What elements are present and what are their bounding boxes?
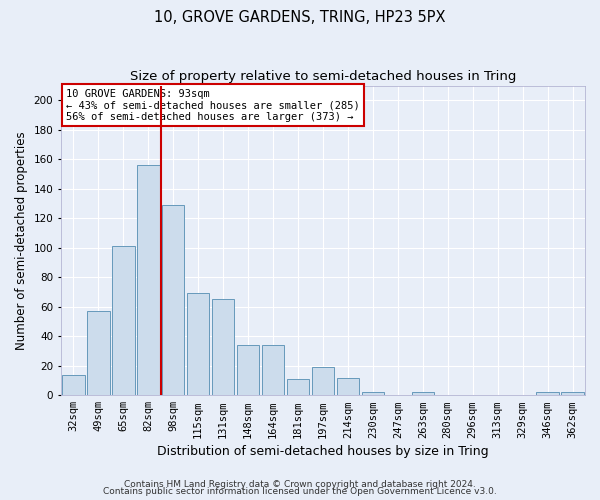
X-axis label: Distribution of semi-detached houses by size in Tring: Distribution of semi-detached houses by … <box>157 444 489 458</box>
Text: 10 GROVE GARDENS: 93sqm
← 43% of semi-detached houses are smaller (285)
56% of s: 10 GROVE GARDENS: 93sqm ← 43% of semi-de… <box>66 88 360 122</box>
Text: Contains public sector information licensed under the Open Government Licence v3: Contains public sector information licen… <box>103 487 497 496</box>
Bar <box>312 367 334 395</box>
Bar <box>62 374 85 395</box>
Bar <box>212 300 235 395</box>
Bar <box>362 392 384 395</box>
Bar <box>561 392 584 395</box>
Bar <box>162 205 184 395</box>
Bar <box>337 378 359 395</box>
Bar <box>262 345 284 395</box>
Text: Contains HM Land Registry data © Crown copyright and database right 2024.: Contains HM Land Registry data © Crown c… <box>124 480 476 489</box>
Bar <box>112 246 134 395</box>
Bar <box>237 345 259 395</box>
Bar <box>187 294 209 395</box>
Bar <box>412 392 434 395</box>
Bar <box>287 379 309 395</box>
Title: Size of property relative to semi-detached houses in Tring: Size of property relative to semi-detach… <box>130 70 516 83</box>
Y-axis label: Number of semi-detached properties: Number of semi-detached properties <box>15 131 28 350</box>
Bar <box>87 311 110 395</box>
Text: 10, GROVE GARDENS, TRING, HP23 5PX: 10, GROVE GARDENS, TRING, HP23 5PX <box>154 10 446 25</box>
Bar <box>536 392 559 395</box>
Bar <box>137 165 160 395</box>
